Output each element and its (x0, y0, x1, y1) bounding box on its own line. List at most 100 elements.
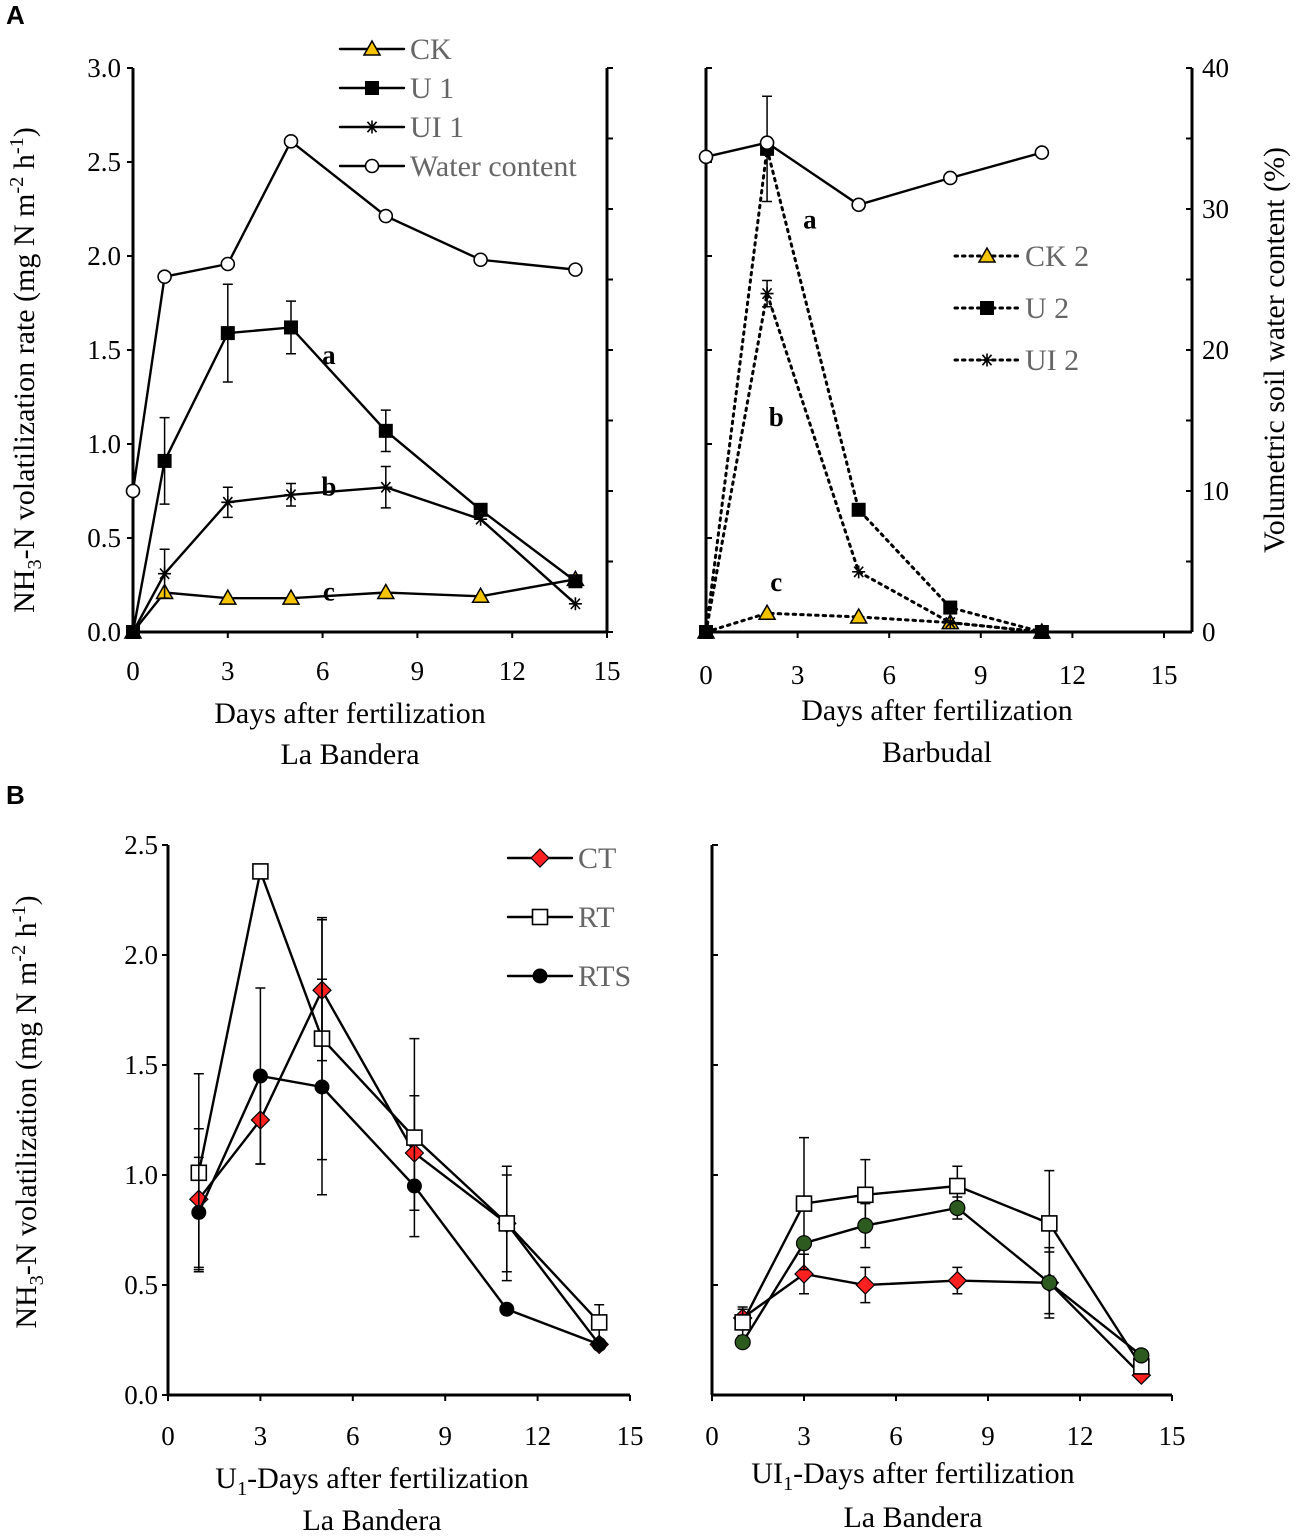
x-axis-label: Days after fertilization (801, 694, 1073, 727)
legend-marker (365, 120, 379, 134)
data-point (857, 1217, 874, 1234)
y-axis-label-part: -N volatilization rate (mg N m (8, 194, 41, 560)
data-point (1041, 1274, 1058, 1291)
y-axis-label-part: -1 (6, 137, 28, 154)
x-tick-label: 15 (1151, 660, 1178, 690)
legend-label: UI 2 (1025, 344, 1079, 377)
data-point (406, 1178, 422, 1194)
x-tick-label: 3 (791, 660, 805, 690)
y-tick-label: 0.5 (124, 1270, 158, 1300)
significance-letter: c (323, 577, 335, 607)
series-line (704, 141, 1044, 207)
x-tick-label: 9 (411, 656, 425, 686)
data-point (314, 1079, 330, 1095)
x-tick-label: 6 (316, 656, 330, 686)
panel-label-b: B (6, 780, 25, 810)
data-point (220, 326, 235, 341)
series-line (131, 486, 577, 634)
x-tick-label: 3 (221, 656, 235, 686)
data-point (943, 600, 958, 615)
data-point (949, 1199, 966, 1217)
y-axis-label-part: -1 (8, 905, 30, 922)
data-point (568, 262, 583, 277)
legend-label: CK (410, 33, 452, 66)
data-point (698, 149, 714, 165)
data-point (378, 423, 393, 438)
legend-entry: UI 1 (338, 111, 464, 144)
y-tick-label: 1.5 (87, 335, 121, 365)
x-axis-label: Days after fertilization (214, 697, 486, 730)
data-point (734, 1314, 751, 1331)
series-u-1 (126, 283, 583, 639)
x-tick-label: 9 (981, 1421, 995, 1451)
data-point (699, 625, 713, 639)
data-point (591, 1336, 607, 1352)
legend-entry: U 1 (338, 72, 454, 105)
data-point (252, 863, 269, 880)
y-axis-label-part: ) (10, 895, 43, 905)
panel-subtitle: La Bandera (302, 1504, 441, 1537)
y-axis-label-part: 3 (24, 559, 46, 569)
x-axis-label: U1​-Days after fertilization (215, 1462, 528, 1500)
y2-axis-label: Volumetric soil water content (%) (1258, 147, 1291, 553)
data-point (221, 495, 235, 509)
data-point (851, 502, 866, 517)
data-point (281, 588, 301, 605)
series-line (131, 139, 577, 493)
data-point (499, 1301, 515, 1317)
y-axis-label-part: -N volatilization (mg N m (10, 962, 43, 1275)
data-point (857, 1186, 874, 1204)
data-point (157, 269, 172, 284)
x-axis-label-part: UI (751, 1457, 783, 1490)
x-tick-label: 15 (617, 1421, 644, 1451)
x-tick-label: 0 (161, 1421, 175, 1451)
series-ct (732, 1246, 1152, 1386)
legend-entry: CT (506, 842, 616, 875)
legend-entry: Water content (338, 150, 577, 183)
data-point (283, 134, 299, 149)
data-point (474, 512, 488, 526)
y-axis-label-part: NH (10, 1285, 43, 1328)
significance-letter: a (322, 340, 336, 370)
series-line (704, 611, 1044, 634)
data-point (157, 453, 172, 468)
legend-entry: UI 2 (953, 344, 1079, 377)
significance-letter: b (769, 402, 784, 432)
x-tick-label: 0 (705, 1421, 719, 1451)
y-tick-label: 2.0 (87, 241, 121, 271)
panel-label-a: A (6, 0, 25, 30)
series-line (197, 867, 601, 1324)
data-point (158, 567, 172, 581)
series-water-content (125, 134, 583, 499)
legend-entry: RTS (506, 960, 631, 993)
x-tick-label: 0 (699, 660, 713, 690)
series-line (131, 578, 577, 634)
y-tick-label: 0.0 (87, 617, 121, 647)
legend-marker (980, 353, 994, 367)
y-tick-label: 2.0 (124, 940, 158, 970)
axes-layer (127, 67, 1194, 1401)
panel-subtitle: Barbudal (882, 736, 992, 769)
x-tick-label: 15 (1159, 1421, 1186, 1451)
y-tick-label: 0.0 (124, 1380, 158, 1410)
data-point (473, 252, 488, 268)
x-tick-label: 12 (1067, 1421, 1094, 1451)
x-axis-label-part: -Days after fertilization (793, 1457, 1075, 1490)
x-tick-label: 0 (126, 656, 140, 686)
series-line (704, 148, 1044, 634)
data-point (1041, 1215, 1058, 1232)
significance-letter: c (770, 567, 782, 597)
legend-entry: RT (506, 901, 615, 934)
x-axis-label: UI1​-Days after fertilization (751, 1457, 1074, 1495)
y-axis-label-part: h (8, 154, 41, 177)
x-tick-label: 12 (499, 656, 526, 686)
data-point (471, 586, 490, 604)
panel-subtitle: La Bandera (280, 738, 419, 771)
x-axis-label-part: -Days after fertilization (247, 1462, 529, 1495)
data-point (851, 197, 866, 213)
data-layer (123, 95, 1152, 1386)
legend-marker (980, 301, 994, 315)
x-tick-label: 6 (882, 660, 896, 690)
series-ui-2 (699, 279, 1049, 639)
legend-label: CK 2 (1025, 240, 1089, 273)
